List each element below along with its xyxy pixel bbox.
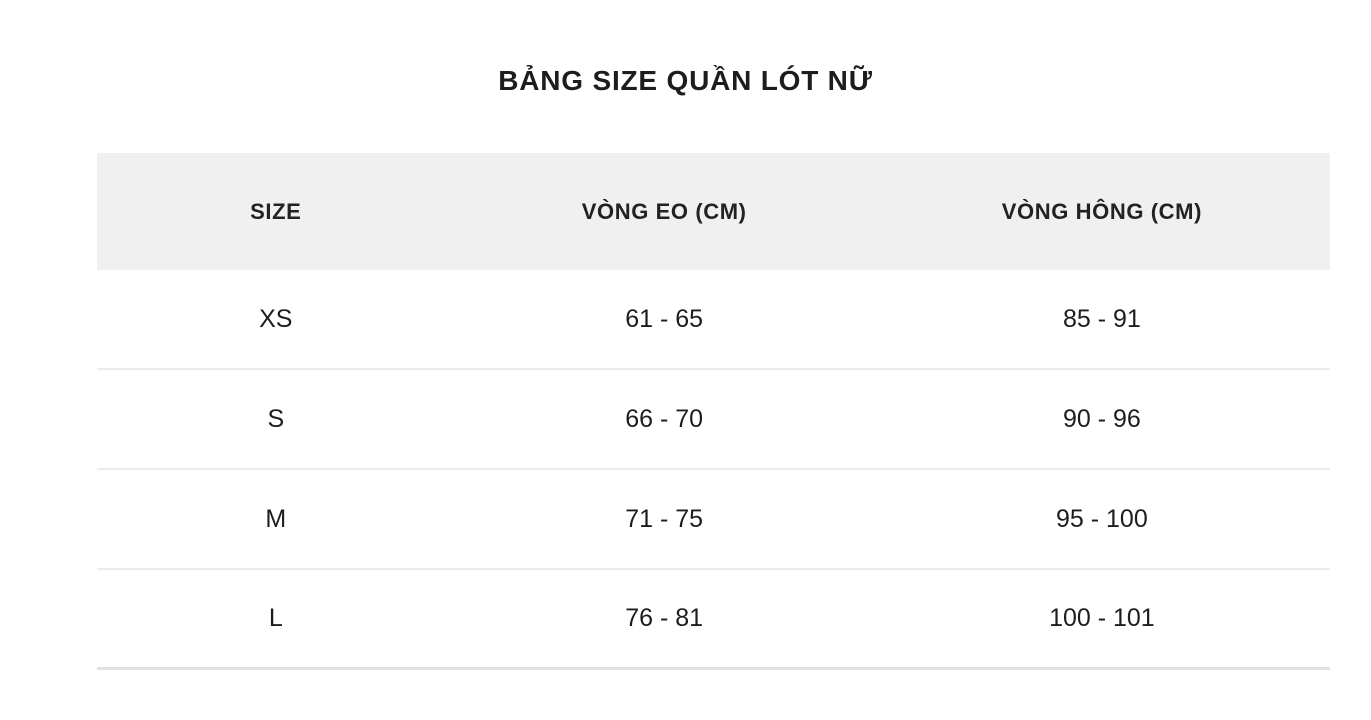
size-table: SIZE VÒNG EO (CM) VÒNG HÔNG (CM) XS 61 -… bbox=[97, 153, 1330, 670]
table-row-l: L 76 - 81 100 - 101 bbox=[97, 570, 1330, 670]
table-header-row: SIZE VÒNG EO (CM) VÒNG HÔNG (CM) bbox=[97, 153, 1330, 270]
waist-value: 61 - 65 bbox=[625, 304, 704, 333]
hip-value: 85 - 91 bbox=[1062, 304, 1141, 333]
size-value: M bbox=[265, 504, 287, 533]
hip-value: 90 - 96 bbox=[1062, 404, 1141, 433]
waist-value: 66 - 70 bbox=[625, 404, 704, 433]
size-value: L bbox=[268, 604, 283, 632]
column-header-size: SIZE bbox=[250, 198, 302, 224]
size-value: S bbox=[267, 404, 285, 433]
waist-value: 76 - 81 bbox=[625, 604, 704, 632]
table-row-xs: XS 61 - 65 85 - 91 bbox=[97, 270, 1330, 370]
hip-value: 95 - 100 bbox=[1056, 504, 1148, 533]
column-header-waist: VÒNG EO (CM) bbox=[581, 198, 747, 224]
hip-value: 100 - 101 bbox=[1049, 604, 1155, 632]
waist-value: 71 - 75 bbox=[625, 504, 704, 533]
table-row-s: S 66 - 70 90 - 96 bbox=[97, 370, 1330, 470]
column-header-hip: VÒNG HÔNG (CM) bbox=[1001, 198, 1203, 224]
size-value: XS bbox=[259, 304, 293, 333]
table-row-m: M 71 - 75 95 - 100 bbox=[97, 470, 1330, 570]
page-title: BẢNG SIZE QUẦN LÓT NỮ bbox=[498, 65, 873, 96]
